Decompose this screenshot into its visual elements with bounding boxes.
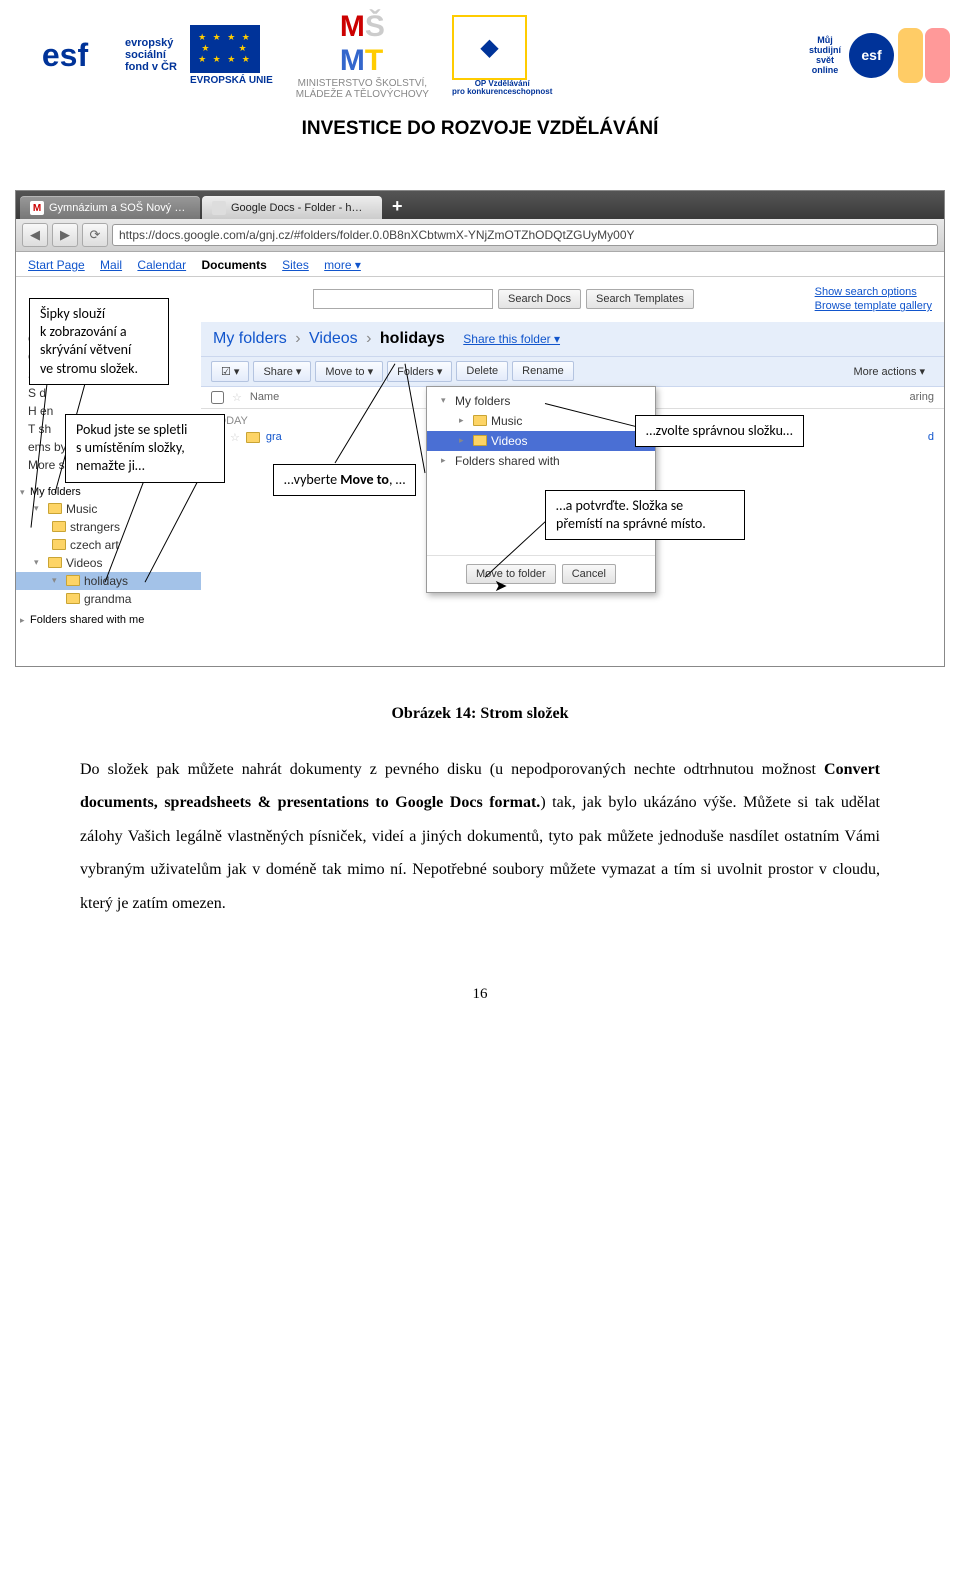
- folders-button[interactable]: Folders ▾: [387, 361, 452, 382]
- online-badge-icon: esf: [849, 33, 894, 78]
- figure-caption: Obrázek 14: Strom složek: [0, 705, 960, 723]
- tab-label: Gymnázium a SOŠ Nový …: [49, 202, 185, 214]
- side-item[interactable]: S d: [16, 384, 201, 402]
- esf-text: evropský sociální fond v ČR: [125, 37, 177, 73]
- page-number: 16: [0, 986, 960, 1033]
- checkbox-all[interactable]: ☑ ▾: [211, 361, 249, 382]
- folder-item[interactable]: strangers: [16, 518, 201, 536]
- picker-item[interactable]: ▸Music: [427, 411, 655, 431]
- move-to-button[interactable]: Move to ▾: [315, 361, 383, 382]
- cancel-button[interactable]: Cancel: [562, 564, 616, 584]
- folder-item[interactable]: czech art: [16, 536, 201, 554]
- nav-sites[interactable]: Sites: [282, 258, 309, 272]
- search-docs-button[interactable]: Search Docs: [498, 289, 581, 309]
- online-logo: Můj studijní svět online esf: [805, 28, 950, 83]
- op-logo: ◆ OP Vzdělávání pro konkurenceschopnost: [452, 15, 552, 96]
- folder-icon: [66, 575, 80, 586]
- search-input[interactable]: [313, 289, 493, 309]
- show-search-options[interactable]: Show search options: [815, 285, 932, 299]
- folder-icon: [52, 539, 66, 550]
- folder-icon: [48, 557, 62, 568]
- gdocs-icon: [212, 201, 226, 215]
- content-toolbar: ☑ ▾ Share ▾ Move to ▾ Folders ▾ Delete R…: [201, 357, 944, 387]
- tab-label: Google Docs - Folder - h…: [231, 202, 362, 214]
- folder-item-selected[interactable]: ▾holidays: [16, 572, 201, 590]
- op-box-icon: ◆: [452, 15, 527, 80]
- browser-chrome: M Gymnázium a SOŠ Nový … Google Docs - F…: [16, 191, 944, 252]
- callout-choose-folder: …zvolte správnou složku…: [635, 415, 804, 447]
- eu-flag-block: ★ ★ ★ ★★ ★★ ★ ★ ★ EVROPSKÁ UNIE: [190, 25, 273, 86]
- row-meta: d: [928, 431, 934, 443]
- nav-calendar[interactable]: Calendar: [137, 258, 186, 272]
- msmt-logo: MŠMT MINISTERSTVO ŠKOLSTVÍ, MLÁDEŽE A TĚ…: [296, 10, 429, 100]
- breadcrumb: My folders › Videos › holidays Share thi…: [201, 322, 944, 357]
- browse-template-gallery[interactable]: Browse template gallery: [815, 299, 932, 313]
- folder-icon: [473, 435, 487, 446]
- move-to-folder-button[interactable]: Move to folder: [466, 564, 556, 584]
- crumb-videos[interactable]: Videos: [309, 330, 358, 347]
- gmail-icon: M: [30, 201, 44, 215]
- callout-confirm: …a potvrďte. Složka se přemístí na správ…: [545, 490, 745, 540]
- body-paragraph: Do složek pak můžete nahrát dokumenty z …: [80, 753, 880, 921]
- nav-mail[interactable]: Mail: [100, 258, 122, 272]
- folder-icon: [48, 503, 62, 514]
- google-nav: Start Page Mail Calendar Documents Sites…: [16, 252, 944, 277]
- search-templates-button[interactable]: Search Templates: [586, 289, 694, 309]
- row-name: gra: [266, 431, 282, 443]
- browser-tab[interactable]: M Gymnázium a SOŠ Nový …: [20, 196, 200, 219]
- nav-documents[interactable]: Documents: [201, 258, 266, 272]
- back-button[interactable]: ◀: [22, 223, 48, 247]
- browser-tab-active[interactable]: Google Docs - Folder - h…: [202, 196, 382, 219]
- star-icon: ☆: [230, 431, 240, 444]
- crumb-myfolders[interactable]: My folders: [213, 330, 287, 347]
- share-button[interactable]: Share ▾: [253, 361, 311, 382]
- forward-button[interactable]: ▶: [52, 223, 78, 247]
- rename-button[interactable]: Rename: [512, 361, 574, 381]
- screenshot-container: M Gymnázium a SOŠ Nový … Google Docs - F…: [15, 190, 945, 667]
- star-icon: ☆: [232, 391, 242, 404]
- eu-flag-icon: ★ ★ ★ ★★ ★★ ★ ★ ★: [190, 25, 260, 73]
- col-name[interactable]: Name: [250, 391, 279, 403]
- more-actions-button[interactable]: More actions ▾: [844, 362, 934, 381]
- my-folders-head: ▾My folders: [16, 480, 201, 500]
- folder-item[interactable]: grandma: [16, 590, 201, 608]
- callout-select-move: …vyberte Move to, …: [273, 464, 416, 496]
- reload-button[interactable]: ⟳: [82, 223, 108, 247]
- motto-text: INVESTICE DO ROZVOJE VZDĚLÁVÁNÍ: [0, 118, 960, 140]
- picker-item[interactable]: ▸Folders shared with: [427, 451, 655, 471]
- share-folder-link[interactable]: Share this folder ▾: [463, 332, 560, 346]
- col-other: aring: [910, 391, 934, 403]
- url-bar-row: ◀ ▶ ⟳ https://docs.google.com/a/gnj.cz/#…: [16, 219, 944, 252]
- select-all-checkbox[interactable]: [211, 391, 224, 404]
- cursor-icon: ➤: [494, 576, 507, 596]
- kid-icon-a: [898, 28, 923, 83]
- browser-tabs: M Gymnázium a SOŠ Nový … Google Docs - F…: [16, 191, 944, 219]
- folder-item[interactable]: ▾Videos: [16, 554, 201, 572]
- callout-mistake: Pokud jste se spletli s umístěním složky…: [65, 414, 225, 483]
- new-tab-button[interactable]: +: [384, 194, 411, 219]
- nav-more[interactable]: more ▾: [324, 258, 361, 272]
- delete-button[interactable]: Delete: [456, 361, 508, 381]
- folder-icon: [52, 521, 66, 532]
- kid-icon-b: [925, 28, 950, 83]
- url-input[interactable]: https://docs.google.com/a/gnj.cz/#folder…: [112, 224, 938, 246]
- nav-startpage[interactable]: Start Page: [28, 258, 85, 272]
- search-links: Show search options Browse template gall…: [815, 285, 932, 314]
- crumb-current: holidays: [380, 330, 445, 347]
- folder-icon: [473, 415, 487, 426]
- shared-folders-head: ▸Folders shared with me: [16, 608, 201, 628]
- picker-item[interactable]: ▾My folders: [427, 391, 655, 411]
- picker-item-selected[interactable]: ▸Videos: [427, 431, 655, 451]
- callout-arrows: Šipky slouží k zobrazování a skrývání vě…: [29, 298, 169, 385]
- folder-item[interactable]: ▾Music: [16, 500, 201, 518]
- esf-logo: esf: [10, 15, 120, 95]
- folder-icon: [246, 432, 260, 443]
- header-logos: esf evropský sociální fond v ČR ★ ★ ★ ★★…: [0, 0, 960, 110]
- folder-icon: [66, 593, 80, 604]
